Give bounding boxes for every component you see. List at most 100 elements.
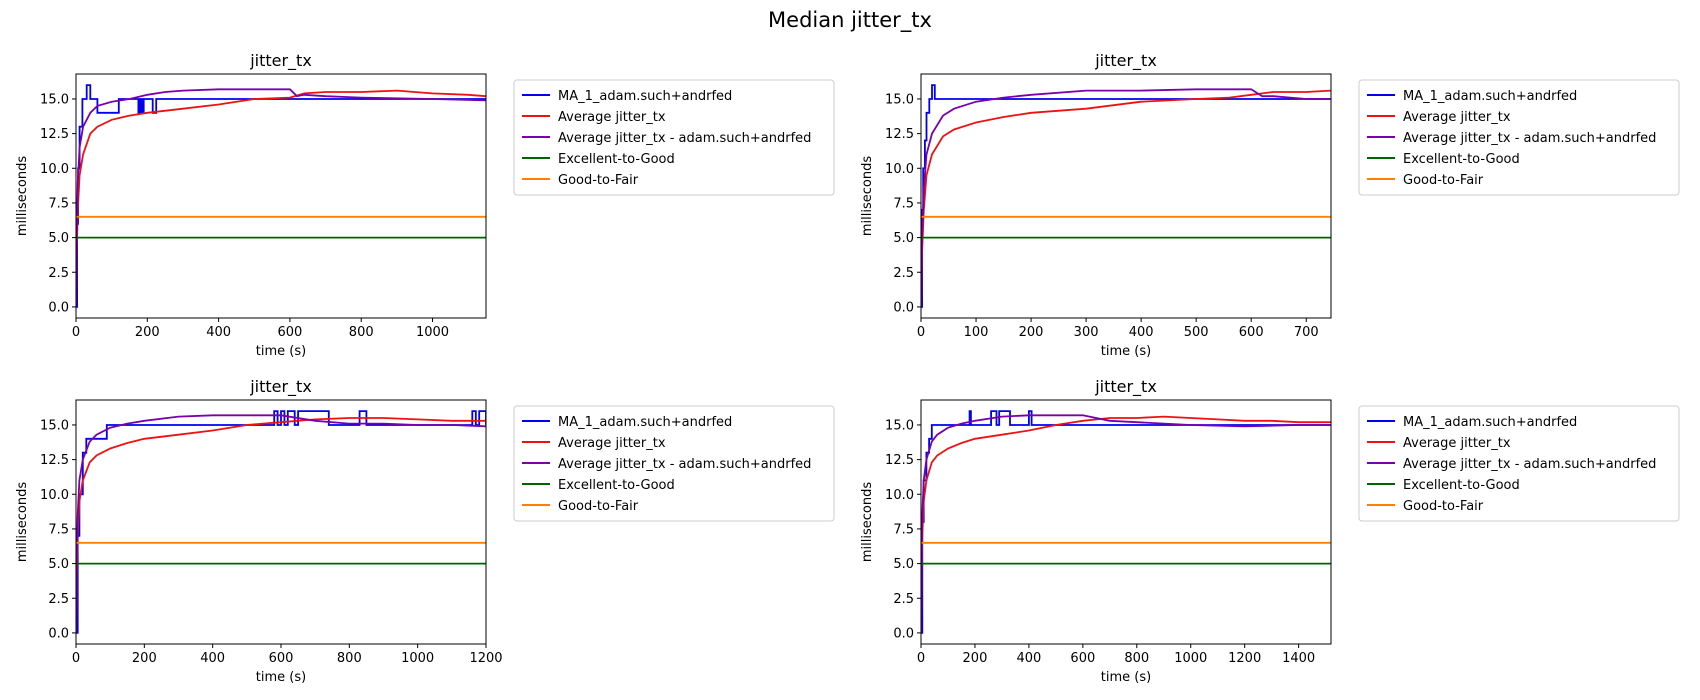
plot-frame bbox=[75, 399, 487, 645]
y-tick-label: 7.5 bbox=[48, 196, 69, 211]
x-tick-label: 400 bbox=[200, 651, 225, 666]
legend-entry: Excellent-to-Good bbox=[1403, 478, 1520, 493]
y-tick-label: 10.0 bbox=[40, 162, 69, 177]
x-tick-label: 1200 bbox=[1228, 651, 1261, 666]
legend: MA_1_adam.such+andrfed Average jitter_tx A… bbox=[513, 405, 835, 522]
y-tick-label: 10.0 bbox=[885, 488, 914, 503]
legend-entry: Good-to-Fair bbox=[558, 499, 639, 514]
legend-entry: Good-to-Fair bbox=[1403, 173, 1484, 188]
x-tick-label: 200 bbox=[135, 325, 160, 340]
series-line-3 bbox=[921, 414, 1331, 633]
y-tick-label: 2.5 bbox=[48, 592, 69, 607]
y-tick-label: 5.0 bbox=[893, 231, 914, 246]
legend-entry: Average jitter_tx - adam.such+andrfed bbox=[558, 457, 811, 472]
x-axis-label: time (s) bbox=[1101, 344, 1151, 359]
series-line-2 bbox=[76, 89, 486, 307]
y-tick-label: 10.0 bbox=[40, 488, 69, 503]
legend-entry: Excellent-to-Good bbox=[558, 152, 675, 167]
y-tick-label: 15.0 bbox=[885, 418, 914, 433]
y-tick-label: 7.5 bbox=[893, 522, 914, 537]
series-line-1 bbox=[921, 410, 1331, 634]
series-line-2 bbox=[921, 415, 1331, 633]
x-tick-label: 1400 bbox=[1282, 651, 1315, 666]
x-tick-label: 1000 bbox=[1174, 651, 1207, 666]
plot-frame bbox=[920, 73, 1332, 319]
legend-entry: Average jitter_tx bbox=[558, 110, 666, 125]
series-group bbox=[921, 410, 1331, 634]
y-axis-label: milliseconds bbox=[15, 482, 30, 562]
y-tick-label: 2.5 bbox=[48, 266, 69, 281]
y-axis-label: milliseconds bbox=[860, 156, 875, 236]
legend-entry: MA_1_adam.such+andrfed bbox=[558, 89, 732, 104]
legend-frame bbox=[513, 405, 835, 522]
x-tick-label: 800 bbox=[1124, 651, 1149, 666]
legend-entry: Average jitter_tx - adam.such+andrfed bbox=[558, 131, 811, 146]
subplot-title: jitter_tx bbox=[249, 51, 312, 71]
y-tick-label: 0.0 bbox=[48, 626, 69, 641]
x-tick-label: 600 bbox=[277, 325, 302, 340]
y-tick-label: 5.0 bbox=[48, 231, 69, 246]
y-tick-label: 7.5 bbox=[48, 522, 69, 537]
y-tick-label: 0.0 bbox=[48, 300, 69, 315]
legend-entry: MA_1_adam.such+andrfed bbox=[1403, 415, 1577, 430]
x-tick-label: 700 bbox=[1294, 325, 1319, 340]
y-tick-label: 12.5 bbox=[885, 453, 914, 468]
x-axis-label: time (s) bbox=[256, 344, 306, 359]
series-line-1 bbox=[76, 84, 486, 308]
x-tick-label: 800 bbox=[337, 651, 362, 666]
x-tick-label: 400 bbox=[206, 325, 231, 340]
legend-entry: Average jitter_tx - adam.such+andrfed bbox=[1403, 131, 1656, 146]
subplot-top-right: 0 100 200 300 400 500 600 700 0.0 2.5 5.0 7.5 10.0 12… bbox=[860, 51, 1680, 359]
plot-frame bbox=[75, 73, 487, 319]
x-tick-label: 800 bbox=[349, 325, 374, 340]
x-tick-label: 1000 bbox=[401, 651, 434, 666]
legend-frame bbox=[1358, 405, 1680, 522]
x-tick-label: 300 bbox=[1074, 325, 1099, 340]
legend: MA_1_adam.such+andrfed Average jitter_tx A… bbox=[513, 79, 835, 196]
x-tick-label: 200 bbox=[963, 651, 988, 666]
subplot-bottom-left: 0 200 400 600 800 1000 1200 0.0 2.5 5.0 7.5 10.0 12.… bbox=[15, 377, 835, 685]
y-tick-label: 2.5 bbox=[893, 592, 914, 607]
x-tick-label: 200 bbox=[1019, 325, 1044, 340]
y-tick-label: 5.0 bbox=[48, 557, 69, 572]
y-tick-label: 0.0 bbox=[893, 300, 914, 315]
subplot-title: jitter_tx bbox=[1094, 51, 1157, 71]
x-axis-label: time (s) bbox=[1101, 670, 1151, 685]
x-tick-label: 0 bbox=[917, 325, 925, 340]
legend-entry: Good-to-Fair bbox=[1403, 499, 1484, 514]
y-tick-label: 12.5 bbox=[885, 127, 914, 142]
subplot-title: jitter_tx bbox=[249, 377, 312, 397]
series-line-3 bbox=[921, 88, 1331, 307]
legend-entry: MA_1_adam.such+andrfed bbox=[558, 415, 732, 430]
subplot-bottom-right: 0 200 400 600 800 1000 1200 1400 0.0 2.5 5.0 7.5 10.… bbox=[860, 377, 1680, 685]
y-tick-label: 0.0 bbox=[893, 626, 914, 641]
legend: MA_1_adam.such+andrfed Average jitter_tx A… bbox=[1358, 79, 1680, 196]
x-tick-label: 100 bbox=[964, 325, 989, 340]
plot-frame bbox=[920, 399, 1332, 645]
subplot-top-left: 0 200 400 600 800 1000 0.0 2.5 5.0 7.5 10.0 12.5 15.… bbox=[15, 51, 835, 359]
subplot-title: jitter_tx bbox=[1094, 377, 1157, 397]
series-group bbox=[921, 84, 1331, 308]
x-tick-label: 400 bbox=[1129, 325, 1154, 340]
x-tick-label: 0 bbox=[72, 651, 80, 666]
series-line-1 bbox=[921, 84, 1331, 308]
legend-entry: Good-to-Fair bbox=[558, 173, 639, 188]
series-line-2 bbox=[921, 89, 1331, 307]
legend-frame bbox=[1358, 79, 1680, 196]
x-axis-label: time (s) bbox=[256, 670, 306, 685]
x-tick-label: 600 bbox=[269, 651, 294, 666]
y-tick-label: 15.0 bbox=[40, 92, 69, 107]
x-tick-label: 0 bbox=[72, 325, 80, 340]
x-tick-label: 600 bbox=[1239, 325, 1264, 340]
series-line-3 bbox=[76, 414, 486, 633]
y-tick-label: 5.0 bbox=[893, 557, 914, 572]
y-tick-label: 10.0 bbox=[885, 162, 914, 177]
y-tick-label: 12.5 bbox=[40, 453, 69, 468]
x-tick-label: 600 bbox=[1070, 651, 1095, 666]
legend-entry: Average jitter_tx - adam.such+andrfed bbox=[1403, 457, 1656, 472]
series-group bbox=[76, 410, 486, 634]
legend-entry: Average jitter_tx bbox=[1403, 110, 1511, 125]
x-tick-label: 200 bbox=[132, 651, 157, 666]
x-tick-label: 500 bbox=[1184, 325, 1209, 340]
